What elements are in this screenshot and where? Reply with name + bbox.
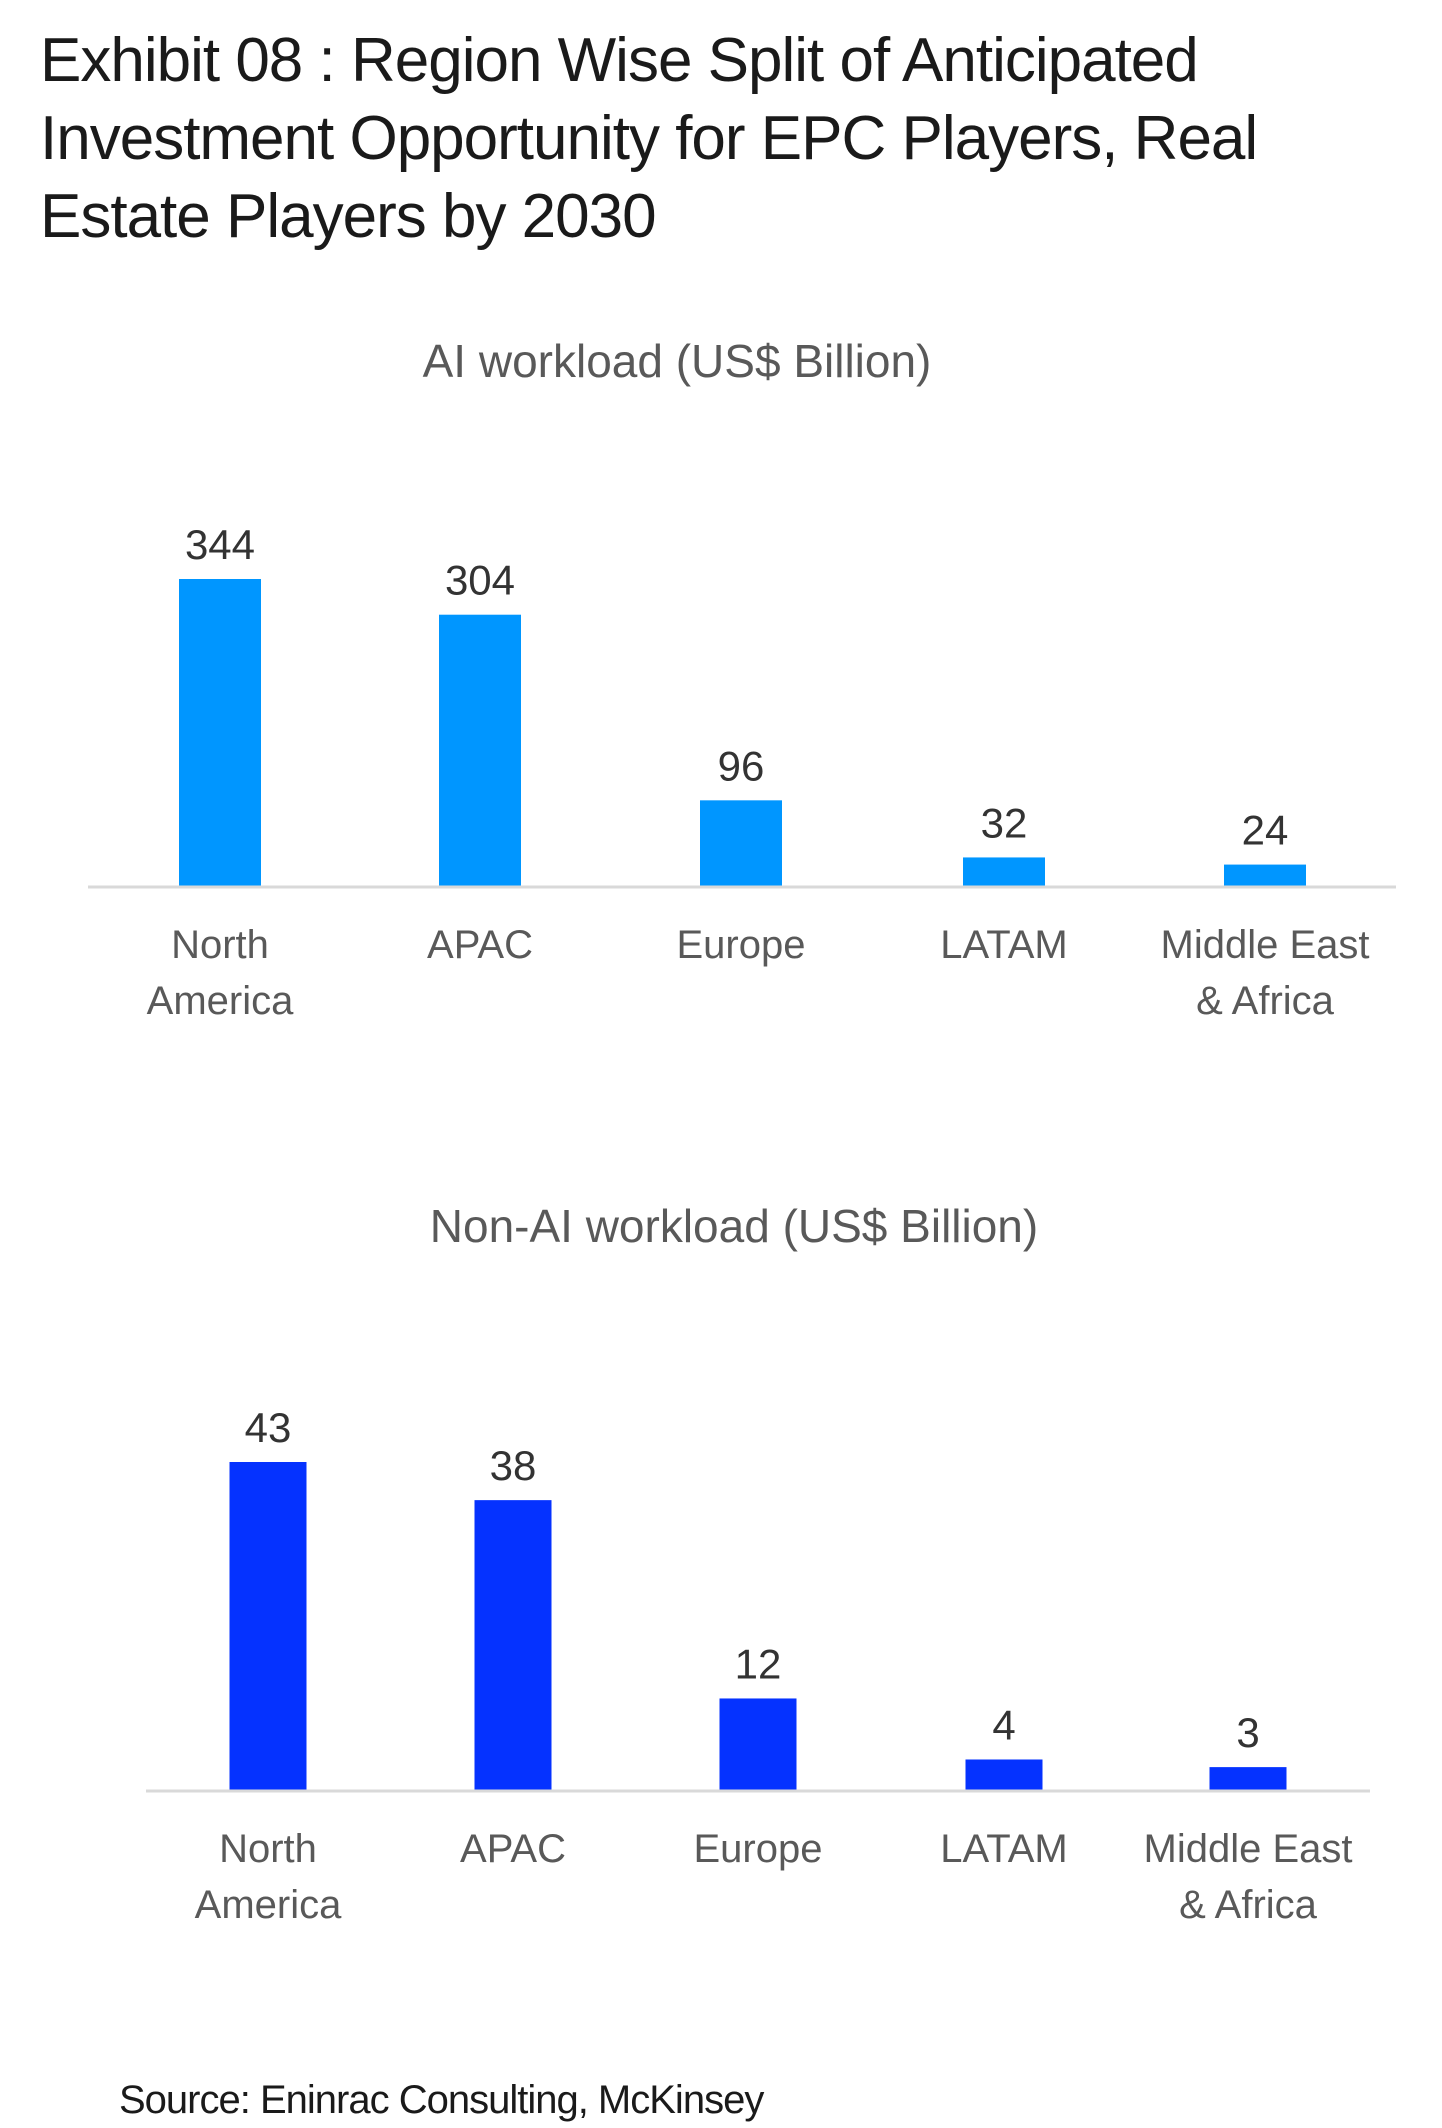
category-label: Middle East: [1161, 923, 1370, 967]
category-label: & Africa: [1179, 1883, 1318, 1927]
category-label: Europe: [677, 923, 806, 967]
data-label: 12: [735, 1640, 782, 1687]
data-label: 344: [185, 521, 255, 568]
category-label: North: [171, 923, 269, 967]
bar: [963, 857, 1045, 886]
data-label: 304: [445, 557, 515, 604]
data-label: 38: [490, 1442, 537, 1489]
category-label: America: [147, 979, 294, 1023]
category-label: LATAM: [940, 923, 1067, 967]
category-label: Europe: [694, 1827, 823, 1871]
category-label: APAC: [460, 1827, 566, 1871]
bar: [1224, 864, 1306, 886]
category-label: America: [195, 1883, 342, 1927]
category-label: North: [219, 1827, 317, 1871]
data-label: 43: [245, 1404, 292, 1451]
category-label: Middle East: [1144, 1827, 1353, 1871]
data-label: 24: [1242, 807, 1289, 854]
data-label: 4: [992, 1701, 1015, 1748]
category-label: LATAM: [940, 1827, 1067, 1871]
data-label: 32: [981, 799, 1028, 846]
category-label: APAC: [427, 923, 533, 967]
exhibit-title: Exhibit 08 : Region Wise Split of Antici…: [40, 26, 1258, 251]
bar: [1209, 1767, 1287, 1790]
bar: [719, 1698, 797, 1790]
bar: [439, 614, 521, 886]
bar: [965, 1759, 1043, 1790]
chart-title: AI workload (US$ Billion): [423, 335, 932, 387]
source-note: Source: Eninrac Consulting, McKinsey: [119, 2078, 764, 2122]
bar: [700, 800, 782, 886]
bar: [474, 1500, 552, 1790]
chart-title: Non-AI workload (US$ Billion): [430, 1200, 1038, 1252]
data-label: 96: [718, 742, 765, 789]
bar: [229, 1462, 307, 1790]
category-label: & Africa: [1196, 979, 1335, 1023]
bar: [179, 579, 261, 886]
data-label: 3: [1236, 1709, 1259, 1756]
